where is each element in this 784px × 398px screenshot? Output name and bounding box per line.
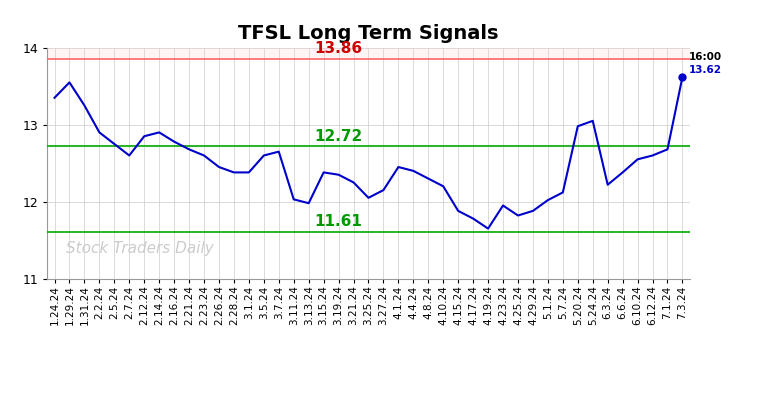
Text: 16:00: 16:00 <box>688 52 721 62</box>
Text: 13.86: 13.86 <box>314 41 363 56</box>
Bar <box>47 48 690 59</box>
Text: Stock Traders Daily: Stock Traders Daily <box>67 240 214 256</box>
Title: TFSL Long Term Signals: TFSL Long Term Signals <box>238 24 499 43</box>
Text: 11.61: 11.61 <box>314 215 362 229</box>
Text: 12.72: 12.72 <box>314 129 363 144</box>
Text: 13.62: 13.62 <box>688 65 721 76</box>
